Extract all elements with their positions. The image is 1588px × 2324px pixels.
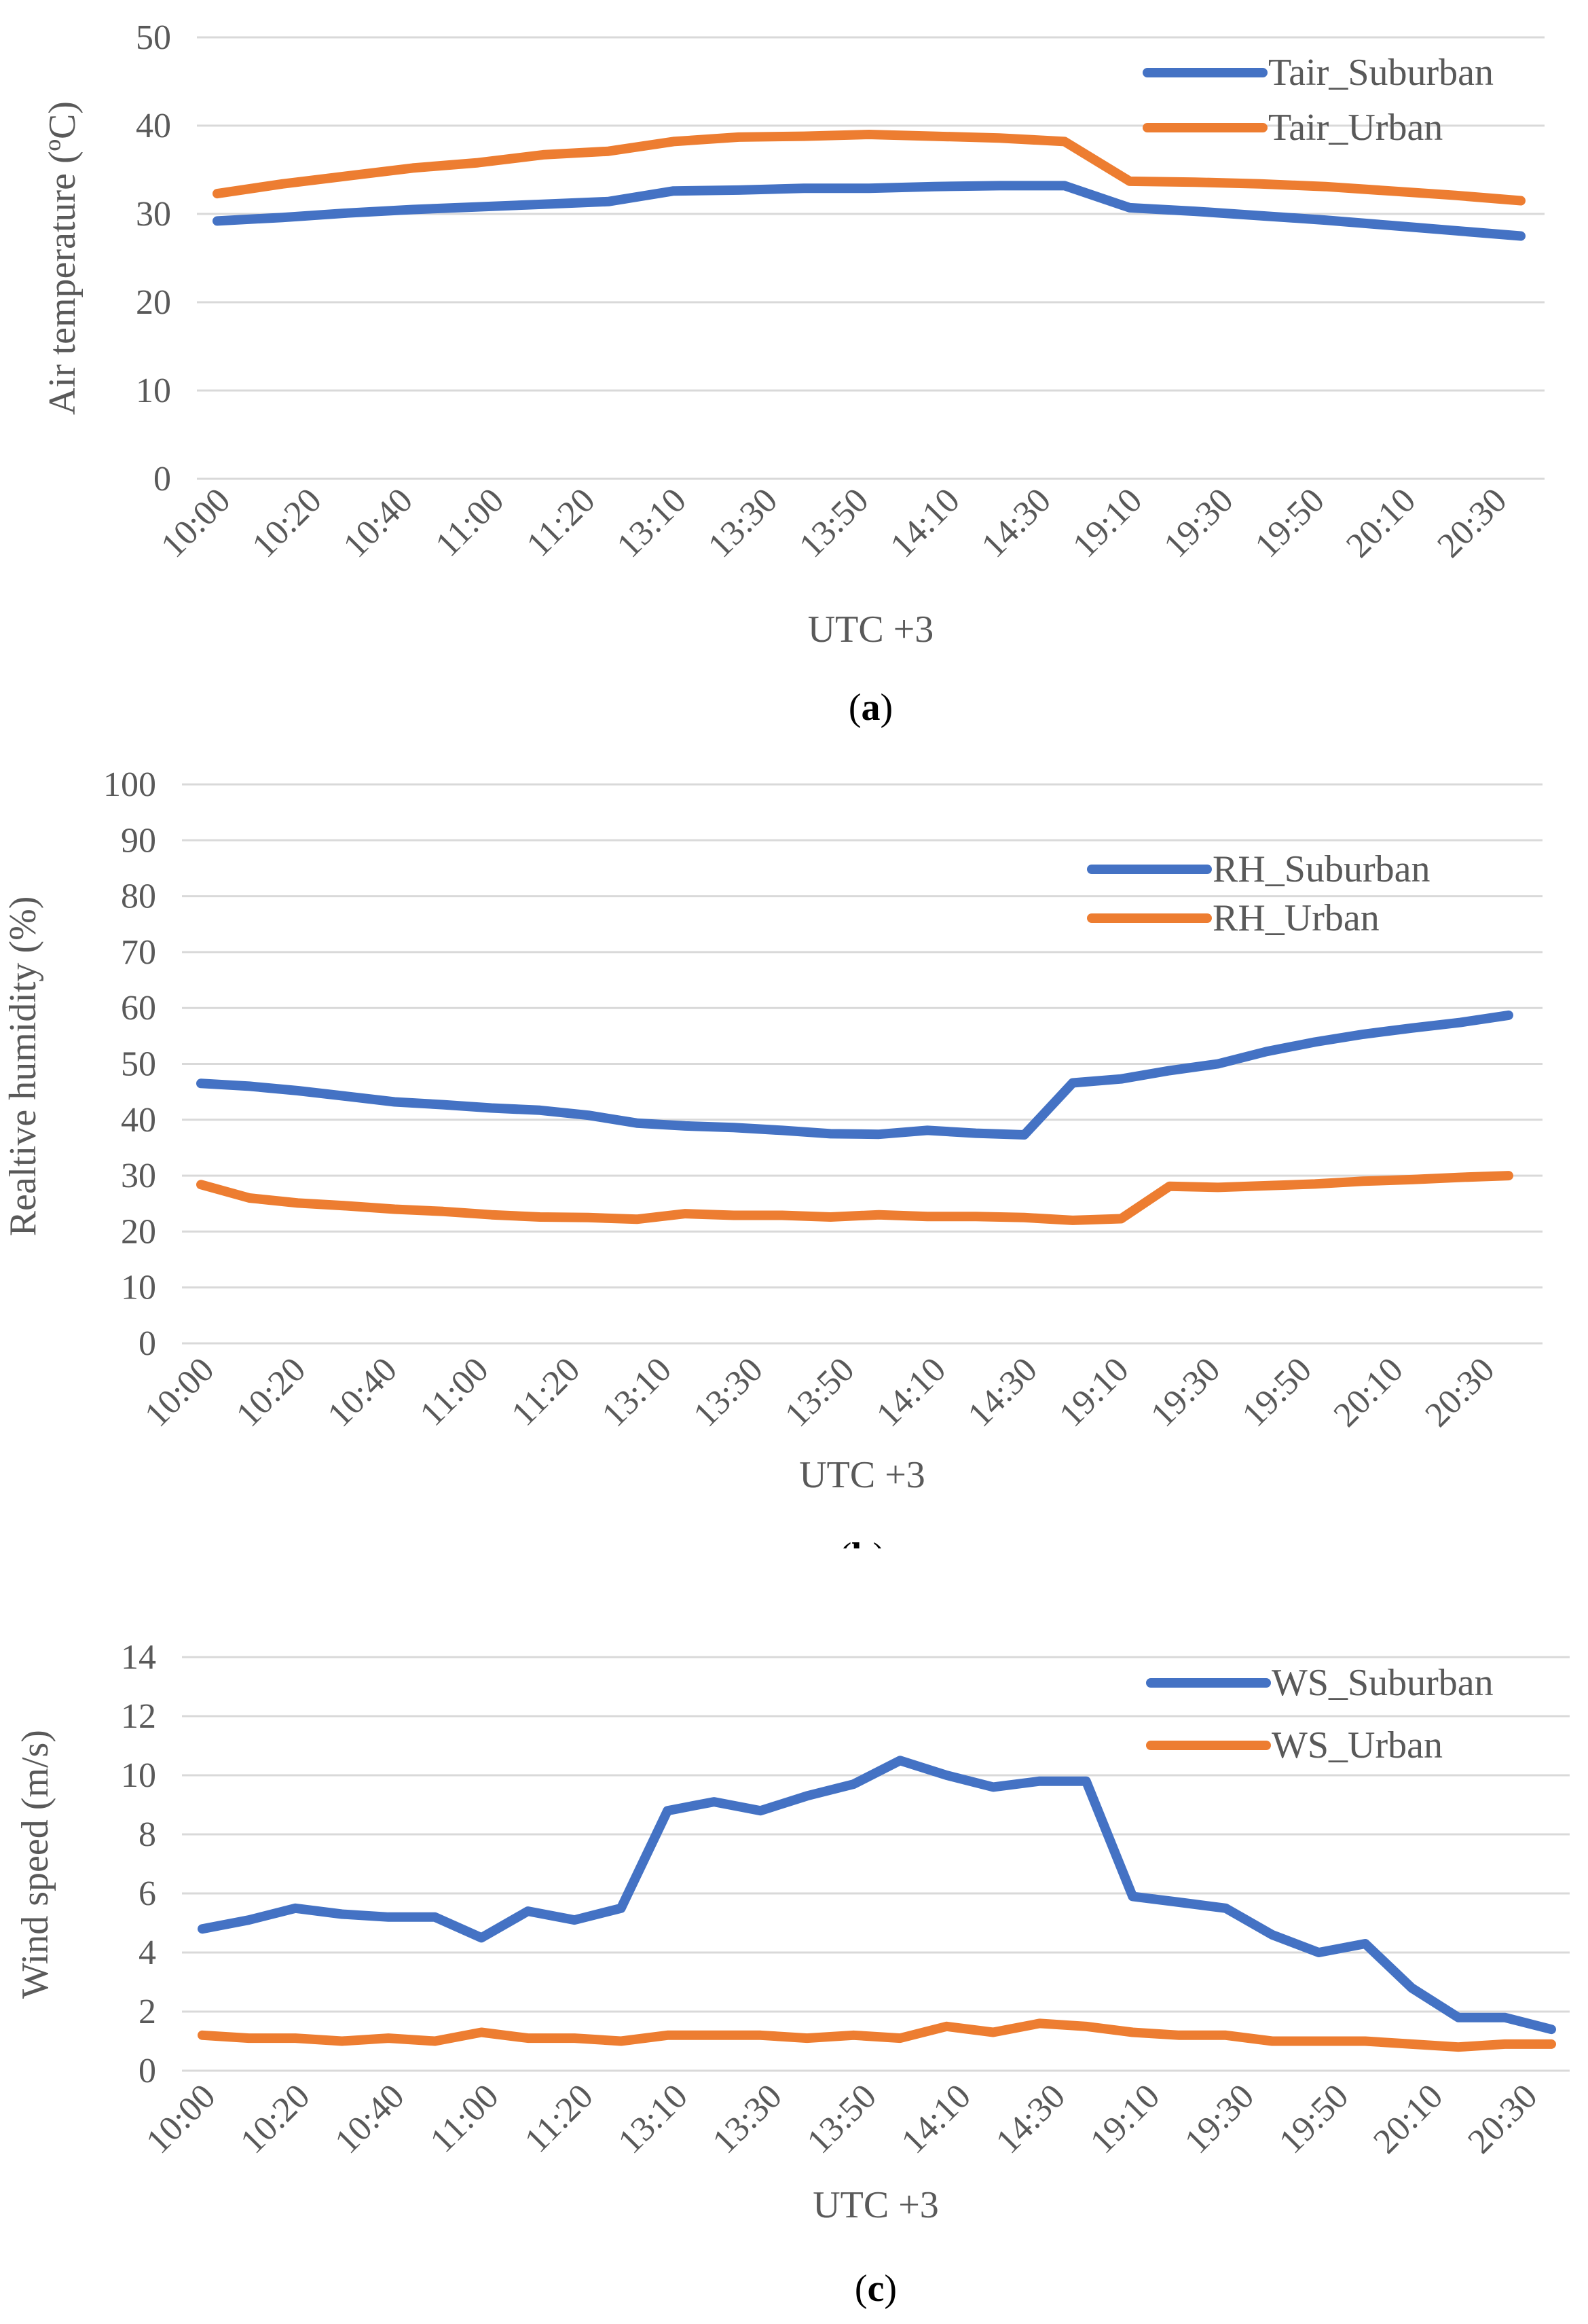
x-tick-label: 10:40 xyxy=(336,481,420,565)
x-tick-label: 20:30 xyxy=(1460,2077,1545,2161)
legend-label-rh-suburban: RH_Suburban xyxy=(1213,848,1430,890)
y-axis-title: Realtive humidity (%) xyxy=(2,896,44,1237)
y-tick-label: 50 xyxy=(136,18,171,57)
x-tick-label: 14:30 xyxy=(989,2077,1073,2161)
y-axis-title: Wind speed (m/s) xyxy=(14,1730,56,1999)
series-line-ws-urban xyxy=(198,2018,1556,2052)
x-tick-label: 19:50 xyxy=(1272,2077,1356,2161)
x-tick-label: 20:10 xyxy=(1327,1350,1411,1434)
legend-label-tair-urban: Tair_Urban xyxy=(1268,107,1443,149)
y-tick-label: 70 xyxy=(121,933,156,972)
x-tick-label: 20:10 xyxy=(1339,481,1423,565)
y-tick-label: 6 xyxy=(139,1874,156,1913)
legend-label-tair-suburban: Tair_Suburban xyxy=(1268,52,1494,94)
y-tick-label: 0 xyxy=(153,460,171,498)
x-tick-label: 13:50 xyxy=(777,1350,862,1434)
x-tick-label: 11:00 xyxy=(428,481,512,564)
x-tick-label: 19:30 xyxy=(1143,1350,1227,1434)
y-tick-label: 10 xyxy=(136,371,171,410)
y-tick-label: 12 xyxy=(121,1697,156,1736)
x-tick-label: 14:10 xyxy=(869,1350,953,1434)
y-tick-label: 20 xyxy=(121,1212,156,1251)
y-tick-label: 30 xyxy=(136,195,171,234)
y-tick-label: 14 xyxy=(121,1638,156,1677)
y-tick-label: 10 xyxy=(121,1756,156,1795)
legend-label-rh-urban: RH_Urban xyxy=(1213,897,1380,939)
x-tick-label: 19:30 xyxy=(1177,2077,1261,2161)
x-tick-label: 19:50 xyxy=(1248,481,1332,565)
y-tick-label: 0 xyxy=(139,2052,156,2090)
y-tick-label: 40 xyxy=(121,1101,156,1140)
x-tick-label: 10:20 xyxy=(233,2077,317,2161)
x-tick-label: 10:20 xyxy=(229,1350,313,1434)
x-tick-label: 14:30 xyxy=(961,1350,1045,1434)
x-tick-label: 20:30 xyxy=(1430,481,1514,565)
x-axis-title: UTC +3 xyxy=(813,2184,939,2226)
y-tick-label: 2 xyxy=(139,1993,156,2031)
x-tick-label: 14:10 xyxy=(883,481,967,565)
x-tick-label: 11:00 xyxy=(423,2077,506,2160)
panel-label: (a) xyxy=(849,687,893,729)
y-tick-label: 8 xyxy=(139,1815,156,1854)
panel-label: (b) xyxy=(839,1536,885,1548)
x-tick-label: 13:10 xyxy=(595,1350,679,1434)
series-line-rh-urban xyxy=(196,1171,1513,1225)
y-tick-label: 4 xyxy=(139,1933,156,1972)
y-tick-label: 30 xyxy=(121,1157,156,1195)
x-tick-label: 14:10 xyxy=(894,2077,978,2161)
x-axis-title: UTC +3 xyxy=(808,609,934,651)
legend-label-ws-urban: WS_Urban xyxy=(1272,1724,1443,1766)
y-tick-label: 50 xyxy=(121,1045,156,1084)
y-tick-label: 60 xyxy=(121,989,156,1028)
x-tick-label: 13:50 xyxy=(792,481,876,565)
series-line-rh-suburban xyxy=(196,1010,1513,1140)
y-tick-label: 40 xyxy=(136,107,171,145)
x-tick-label: 14:30 xyxy=(974,481,1058,565)
x-tick-label: 19:10 xyxy=(1052,1350,1137,1434)
x-tick-label: 19:30 xyxy=(1157,481,1241,565)
x-tick-label: 13:50 xyxy=(800,2077,884,2161)
x-tick-label: 19:10 xyxy=(1065,481,1149,565)
x-tick-label: 11:20 xyxy=(519,481,603,564)
panel-label: (c) xyxy=(855,2268,897,2310)
x-tick-label: 20:30 xyxy=(1418,1350,1502,1434)
x-tick-label: 13:30 xyxy=(701,481,785,565)
series-line-ws-suburban xyxy=(198,1756,1556,2035)
x-tick-label: 11:20 xyxy=(517,2077,601,2160)
x-tick-label: 19:10 xyxy=(1083,2077,1167,2161)
x-tick-label: 19:50 xyxy=(1235,1350,1319,1434)
x-tick-label: 10:40 xyxy=(320,1350,405,1434)
legend-label-ws-suburban: WS_Suburban xyxy=(1272,1662,1494,1704)
x-tick-label: 13:10 xyxy=(611,2077,695,2161)
y-axis-title: Air temperature (ºC) xyxy=(41,101,84,415)
x-tick-label: 20:10 xyxy=(1366,2077,1450,2161)
x-tick-label: 10:20 xyxy=(245,481,329,565)
x-tick-label: 13:10 xyxy=(610,481,694,565)
y-tick-label: 20 xyxy=(136,283,171,322)
series-line-tair-suburban xyxy=(213,181,1526,241)
y-tick-label: 100 xyxy=(103,765,156,804)
y-tick-label: 10 xyxy=(121,1269,156,1307)
series-line-tair-urban xyxy=(213,130,1526,206)
x-tick-label: 13:30 xyxy=(686,1350,771,1434)
x-tick-label: 11:00 xyxy=(413,1350,496,1434)
x-tick-label: 11:20 xyxy=(504,1350,588,1434)
x-tick-label: 13:30 xyxy=(705,2077,790,2161)
x-tick-label: 10:40 xyxy=(328,2077,412,2161)
y-tick-label: 80 xyxy=(121,877,156,916)
x-axis-title: UTC +3 xyxy=(799,1454,925,1496)
y-tick-label: 90 xyxy=(121,821,156,860)
y-tick-label: 0 xyxy=(139,1324,156,1363)
